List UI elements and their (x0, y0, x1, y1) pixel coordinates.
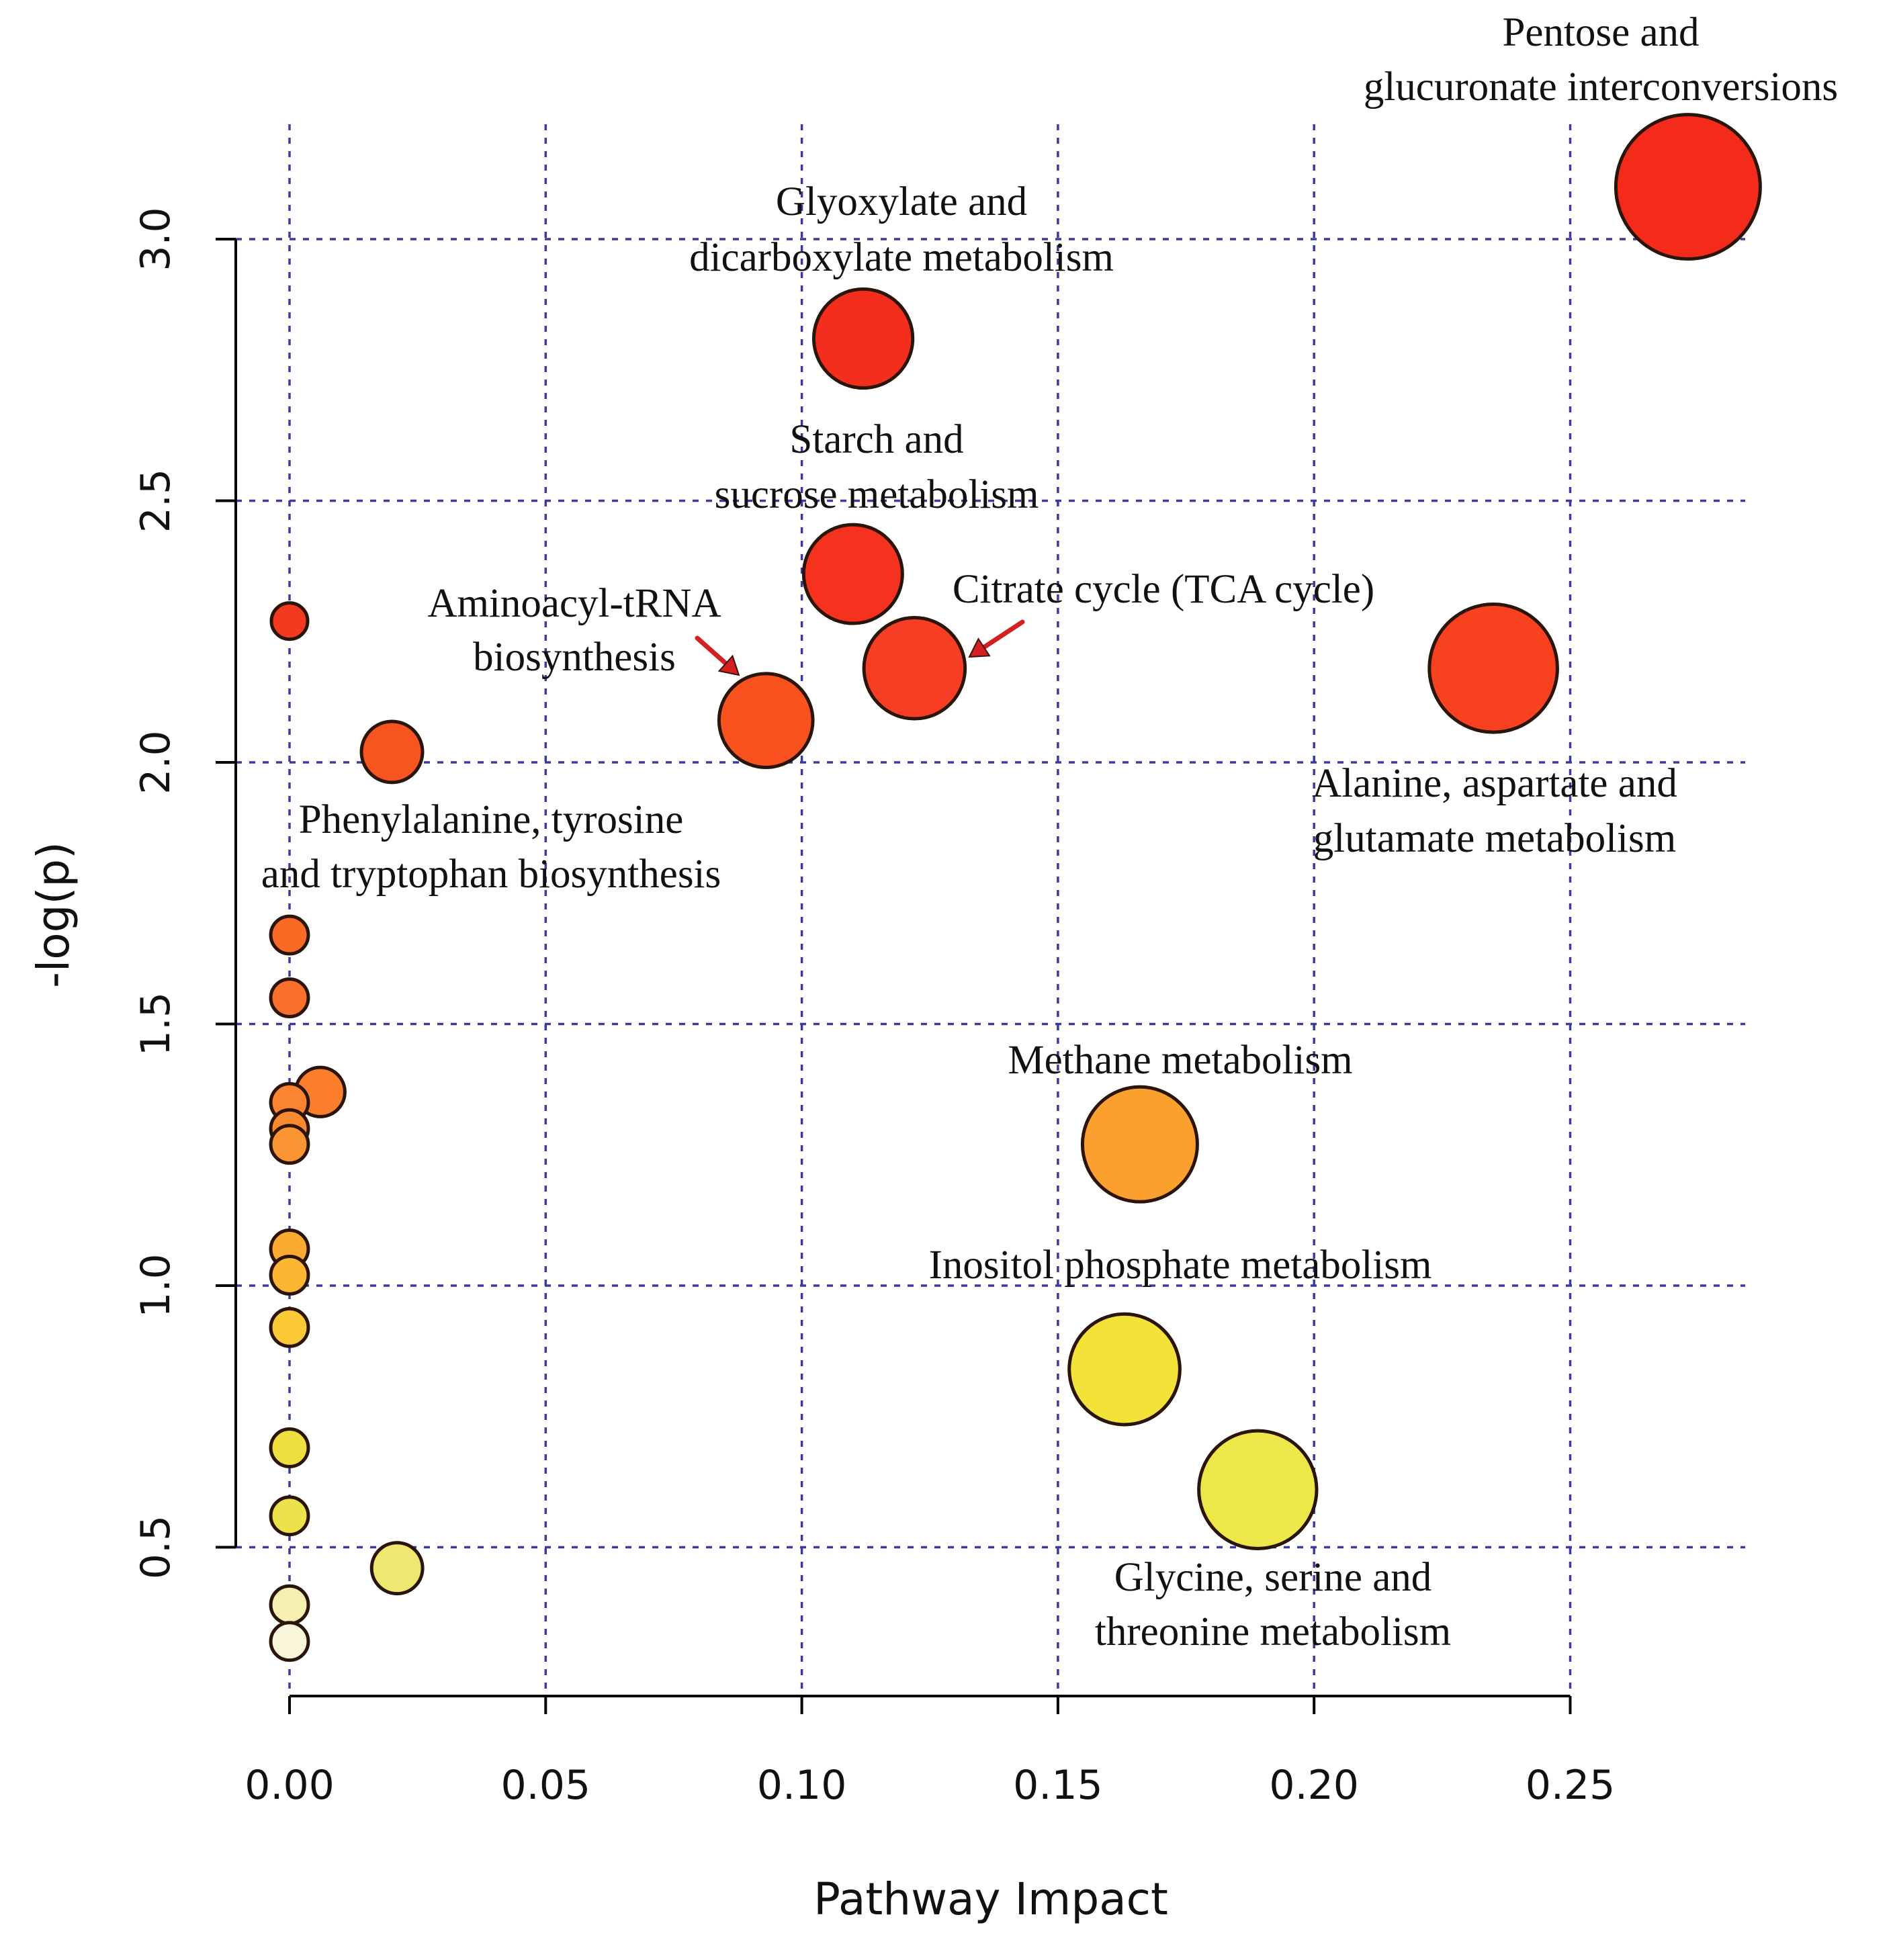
arrow-shaft (695, 635, 729, 666)
arrow-shaft (981, 619, 1025, 650)
annotation-line: Glyoxylate and (776, 179, 1027, 224)
arrow-head (968, 637, 991, 658)
data-point (269, 977, 310, 1018)
data-point (269, 1584, 310, 1625)
y-tick-label: 3.0 (132, 207, 179, 271)
data-point (269, 1254, 310, 1296)
data-point (269, 1427, 310, 1468)
x-tick-label: 0.05 (501, 1762, 591, 1809)
data-point (269, 914, 310, 956)
x-tick-label: 0.15 (1013, 1762, 1103, 1809)
data-point (269, 601, 310, 641)
data-point (269, 1495, 310, 1537)
grid-lines (236, 124, 1745, 1696)
arrow-citrate-cycle (968, 619, 1025, 658)
x-axis-title: Pathway Impact (813, 1873, 1168, 1925)
label-starch-sucrose: Starch and sucrose metabolism (715, 417, 1039, 517)
y-tick-label: 1.5 (132, 992, 179, 1056)
axes: 0.5 1.0 1.5 2.0 2.5 3.0 0.00 0.05 0.10 0.15 0.20 0.… (132, 207, 1615, 1809)
annotation-line: Inositol phosphate metabolism (929, 1243, 1432, 1288)
arrow-head (717, 654, 740, 676)
y-axis-title: -log(p) (28, 842, 79, 988)
x-tick-label: 0.20 (1269, 1762, 1359, 1809)
label-methane-metabolism: Methane metabolism (1008, 1038, 1352, 1083)
annotation-line: Glycine, serine and (1114, 1555, 1432, 1600)
y-tick-label: 0.5 (132, 1515, 179, 1579)
data-point (269, 1306, 310, 1348)
data-point (1197, 1429, 1319, 1551)
annotation-line: glucuronate interconversions (1364, 64, 1838, 109)
data-point (811, 287, 915, 390)
annotation-line: Citrate cycle (TCA cycle) (953, 567, 1374, 612)
annotation-line: Pentose and (1502, 10, 1699, 55)
annotation-arrows (695, 619, 1025, 676)
annotation-line: threonine metabolism (1095, 1609, 1451, 1654)
pathway-annotations: Pentose and glucuronate interconversions G… (261, 10, 1838, 1654)
label-phenylalanine-tyrosine-tryptophan: Phenylalanine, tyrosine and tryptophan bi… (261, 797, 721, 897)
annotation-line: biosynthesis (473, 635, 676, 680)
label-pentose-glucuronate: Pentose and glucuronate interconversions (1364, 10, 1838, 109)
y-tick-label: 2.5 (132, 469, 179, 533)
annotation-line: sucrose metabolism (715, 472, 1039, 517)
annotation-line: Starch and (789, 417, 963, 462)
data-bubbles (269, 113, 1762, 1662)
annotation-line: dicarboxylate metabolism (689, 235, 1114, 280)
data-point (801, 523, 904, 625)
data-point (1427, 602, 1559, 734)
label-aminoacyl-trna: Aminoacyl-tRNA biosynthesis (427, 581, 721, 680)
data-point (359, 719, 425, 785)
x-tick-label: 0.25 (1526, 1762, 1616, 1809)
y-tick-label: 2.0 (132, 730, 179, 794)
data-point (1080, 1085, 1199, 1204)
annotation-line: Methane metabolism (1008, 1038, 1352, 1083)
data-point (369, 1541, 425, 1596)
label-citrate-cycle: Citrate cycle (TCA cycle) (953, 567, 1374, 612)
data-point (1614, 113, 1762, 261)
data-point (717, 672, 815, 770)
y-tick-label: 1.0 (132, 1253, 179, 1317)
annotation-line: Alanine, aspartate and (1312, 761, 1677, 806)
label-alanine-aspartate-glutamate: Alanine, aspartate and glutamate metaboli… (1312, 761, 1677, 861)
annotation-line: and tryptophan biosynthesis (261, 852, 721, 897)
x-tick-label: 0.10 (757, 1762, 847, 1809)
annotation-line: Phenylalanine, tyrosine (299, 797, 684, 842)
label-glycine-serine-threonine: Glycine, serine and threonine metabolism (1095, 1555, 1451, 1654)
label-glyoxylate-dicarboxylate: Glyoxylate and dicarboxylate metabolism (689, 179, 1114, 280)
data-point (1067, 1312, 1182, 1427)
label-inositol-phosphate: Inositol phosphate metabolism (929, 1243, 1432, 1288)
annotation-line: glutamate metabolism (1313, 816, 1676, 861)
annotation-line: Aminoacyl-tRNA (427, 581, 721, 626)
data-point (269, 1621, 310, 1662)
data-point (269, 1124, 310, 1165)
arrow-aminoacyl-trna (695, 635, 740, 676)
x-tick-label: 0.00 (245, 1762, 335, 1809)
data-point (862, 616, 967, 721)
